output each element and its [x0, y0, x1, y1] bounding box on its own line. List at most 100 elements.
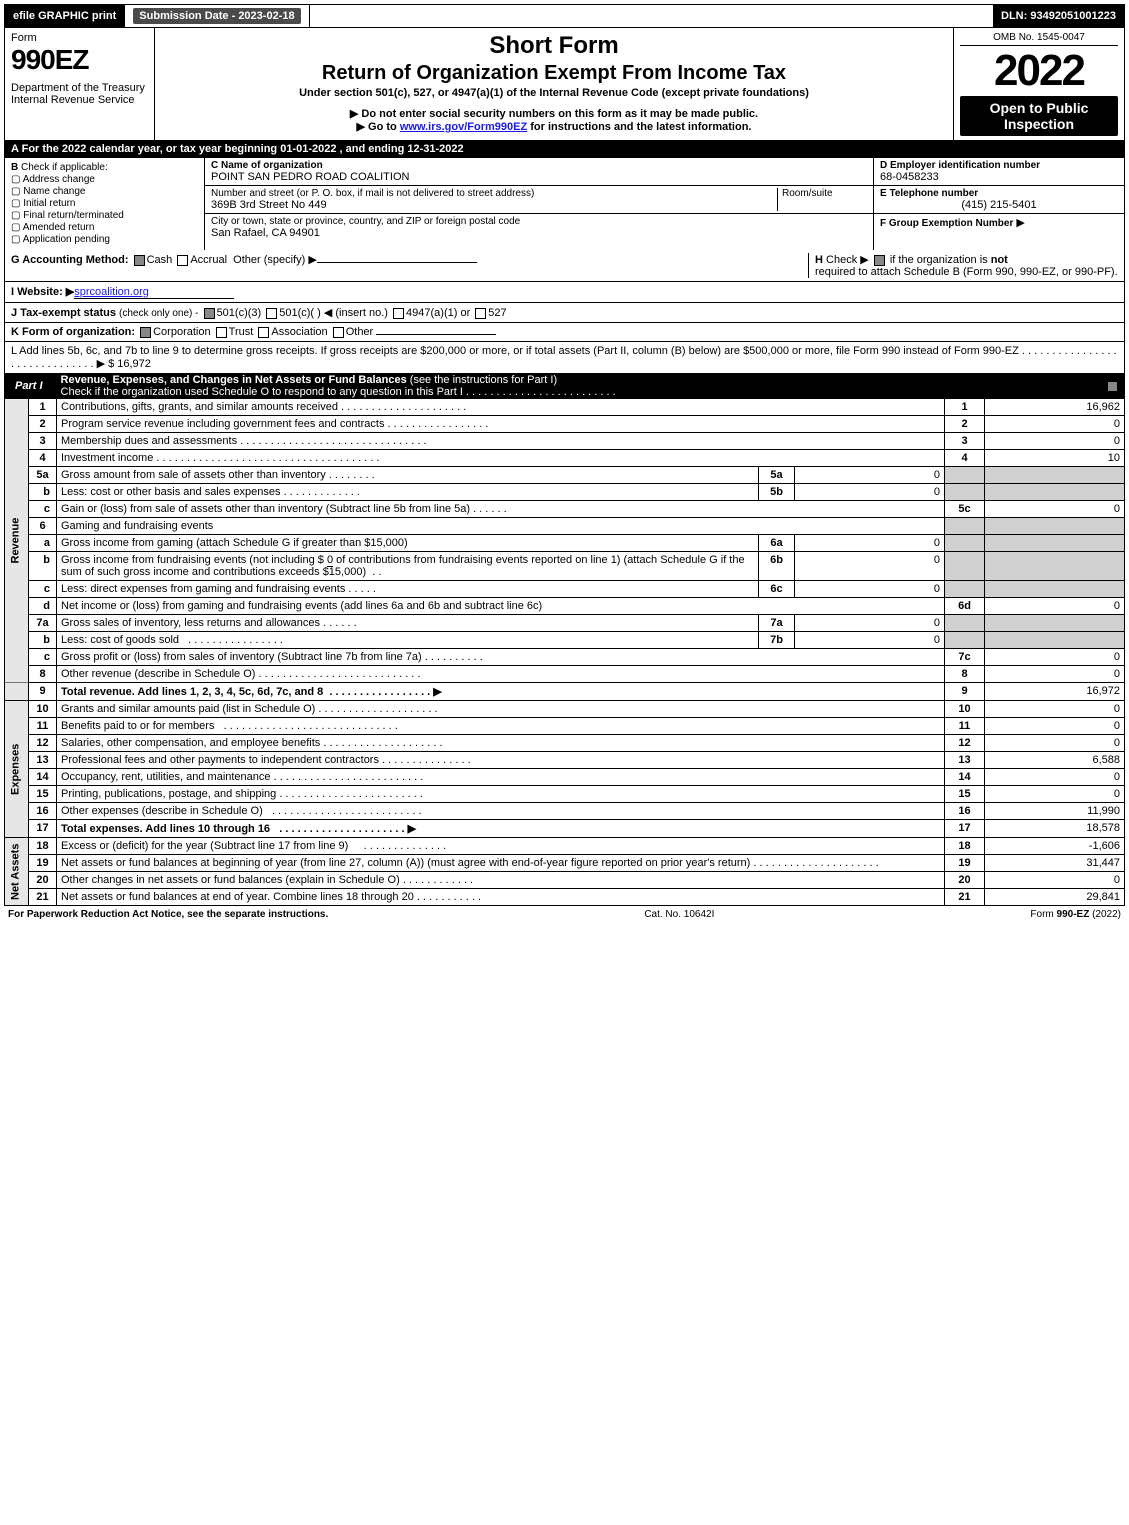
form-header: Form 990EZ Department of the Treasury In… — [4, 28, 1125, 141]
chk-other-org[interactable] — [333, 327, 344, 338]
row-g-h: G Accounting Method: Cash Accrual Other … — [4, 250, 1125, 282]
goto-link-row: Go to www.irs.gov/Form990EZ for instruct… — [161, 120, 947, 133]
gross-receipts-amount: $ 16,972 — [108, 358, 151, 370]
chk-initial-return[interactable]: Initial return — [11, 198, 198, 209]
line-15: 15Printing, publications, postage, and s… — [5, 786, 1125, 803]
form-number: 990EZ — [11, 44, 148, 76]
row-l-gross-receipts: L Add lines 5b, 6c, and 7b to line 9 to … — [4, 342, 1125, 374]
irs-link[interactable]: www.irs.gov/Form990EZ — [400, 121, 527, 133]
chk-schedule-o[interactable] — [1107, 381, 1118, 392]
chk-527[interactable] — [475, 308, 486, 319]
org-name-cell: C Name of organization POINT SAN PEDRO R… — [205, 158, 873, 186]
street-cell: Number and street (or P. O. box, if mail… — [205, 186, 873, 214]
omb-number: OMB No. 1545-0047 — [960, 32, 1118, 46]
line-7c: cGross profit or (loss) from sales of in… — [5, 649, 1125, 666]
line-18: Net Assets 18Excess or (deficit) for the… — [5, 838, 1125, 855]
open-public-badge: Open to Public Inspection — [960, 96, 1118, 136]
chk-amended-return[interactable]: Amended return — [11, 222, 198, 233]
line-16: 16Other expenses (describe in Schedule O… — [5, 803, 1125, 820]
vert-net-assets: Net Assets — [5, 838, 29, 906]
header-right: OMB No. 1545-0047 2022 Open to Public In… — [954, 28, 1124, 140]
h-schedule-b: H Check ▶ if the organization is not req… — [808, 253, 1118, 278]
line-4: 4Investment income . . . . . . . . . . .… — [5, 450, 1125, 467]
line-5c: cGain or (loss) from sale of assets othe… — [5, 501, 1125, 518]
row-k-org-form: K Form of organization: Corporation Trus… — [4, 323, 1125, 342]
form-word: Form — [11, 32, 148, 44]
chk-final-return[interactable]: Final return/terminated — [11, 210, 198, 221]
part1-header: Part I Revenue, Expenses, and Changes in… — [4, 374, 1125, 399]
chk-association[interactable] — [258, 327, 269, 338]
dept-treasury: Department of the Treasury Internal Reve… — [11, 82, 148, 106]
footer-catno: Cat. No. 10642I — [644, 909, 714, 920]
efile-print[interactable]: efile GRAPHIC print — [5, 5, 125, 27]
line-13: 13Professional fees and other payments t… — [5, 752, 1125, 769]
line-8: 8Other revenue (describe in Schedule O) … — [5, 666, 1125, 683]
phone-value: (415) 215-5401 — [880, 199, 1118, 211]
chk-address-change[interactable]: Address change — [11, 174, 198, 185]
part1-table: Revenue 1 Contributions, gifts, grants, … — [4, 399, 1125, 906]
line-20: 20Other changes in net assets or fund ba… — [5, 872, 1125, 889]
title-main: Return of Organization Exempt From Incom… — [161, 62, 947, 85]
chk-4947[interactable] — [393, 308, 404, 319]
page-footer: For Paperwork Reduction Act Notice, see … — [4, 906, 1125, 923]
submission-date: Submission Date - 2023-02-18 — [125, 5, 309, 27]
ein-cell: D Employer identification number 68-0458… — [874, 158, 1124, 186]
part1-tab: Part I — [5, 376, 53, 396]
website-link[interactable]: sprcoalition.org — [74, 286, 234, 299]
col-def: D Employer identification number 68-0458… — [874, 158, 1124, 250]
chk-corporation[interactable] — [140, 327, 151, 338]
line-9: 9Total revenue. Add lines 1, 2, 3, 4, 5c… — [5, 683, 1125, 701]
vert-revenue: Revenue — [5, 399, 29, 683]
chk-schedule-b[interactable] — [874, 255, 885, 266]
line-6b: bGross income from fundraising events (n… — [5, 552, 1125, 581]
vert-expenses: Expenses — [5, 701, 29, 838]
accounting-method: G Accounting Method: Cash Accrual Other … — [11, 253, 808, 266]
header-left: Form 990EZ Department of the Treasury In… — [5, 28, 155, 140]
line-5b: bLess: cost or other basis and sales exp… — [5, 484, 1125, 501]
dln: DLN: 93492051001223 — [993, 5, 1124, 27]
line-11: 11Benefits paid to or for members . . . … — [5, 718, 1125, 735]
org-name: POINT SAN PEDRO ROAD COALITION — [211, 171, 867, 183]
chk-501c3[interactable] — [204, 308, 215, 319]
line-6c: cLess: direct expenses from gaming and f… — [5, 581, 1125, 598]
tax-year: 2022 — [960, 46, 1118, 96]
line-2: 2Program service revenue including gover… — [5, 416, 1125, 433]
line-14: 14Occupancy, rent, utilities, and mainte… — [5, 769, 1125, 786]
line-12: 12Salaries, other compensation, and empl… — [5, 735, 1125, 752]
group-exemption-cell: F Group Exemption Number ▶ — [874, 214, 1124, 231]
org-city: San Rafael, CA 94901 — [211, 227, 867, 239]
title-under: Under section 501(c), 527, or 4947(a)(1)… — [161, 87, 947, 99]
top-bar: efile GRAPHIC print Submission Date - 20… — [4, 4, 1125, 28]
line-6d: dNet income or (loss) from gaming and fu… — [5, 598, 1125, 615]
chk-application-pending[interactable]: Application pending — [11, 234, 198, 245]
chk-name-change[interactable]: Name change — [11, 186, 198, 197]
chk-accrual[interactable] — [177, 255, 188, 266]
chk-501c[interactable] — [266, 308, 277, 319]
line-3: 3Membership dues and assessments . . . .… — [5, 433, 1125, 450]
line-7b: bLess: cost of goods sold . . . . . . . … — [5, 632, 1125, 649]
col-c: C Name of organization POINT SAN PEDRO R… — [205, 158, 874, 250]
line-19: 19Net assets or fund balances at beginni… — [5, 855, 1125, 872]
title-short: Short Form — [161, 32, 947, 60]
col-b: B Check if applicable: Address change Na… — [5, 158, 205, 250]
row-j-tax-status: J Tax-exempt status (check only one) - 5… — [4, 303, 1125, 323]
line-10: Expenses 10Grants and similar amounts pa… — [5, 701, 1125, 718]
line-17: 17Total expenses. Add lines 10 through 1… — [5, 820, 1125, 838]
line-6a: aGross income from gaming (attach Schedu… — [5, 535, 1125, 552]
chk-cash[interactable] — [134, 255, 145, 266]
header-center: Short Form Return of Organization Exempt… — [155, 28, 954, 140]
city-cell: City or town, state or province, country… — [205, 214, 873, 241]
footer-left: For Paperwork Reduction Act Notice, see … — [8, 909, 328, 920]
ssn-warning: Do not enter social security numbers on … — [161, 107, 947, 120]
row-i-website: I Website: ▶sprcoalition.org — [4, 282, 1125, 303]
room-suite-label: Room/suite — [777, 188, 867, 211]
chk-trust[interactable] — [216, 327, 227, 338]
line-7a: 7aGross sales of inventory, less returns… — [5, 615, 1125, 632]
line-21: 21Net assets or fund balances at end of … — [5, 889, 1125, 906]
section-b-to-f: B Check if applicable: Address change Na… — [4, 158, 1125, 250]
org-street: 369B 3rd Street No 449 — [211, 199, 777, 211]
phone-cell: E Telephone number (415) 215-5401 — [874, 186, 1124, 214]
line-1: Revenue 1 Contributions, gifts, grants, … — [5, 399, 1125, 416]
line-6: 6Gaming and fundraising events — [5, 518, 1125, 535]
row-a-taxyear: A For the 2022 calendar year, or tax yea… — [4, 141, 1125, 158]
